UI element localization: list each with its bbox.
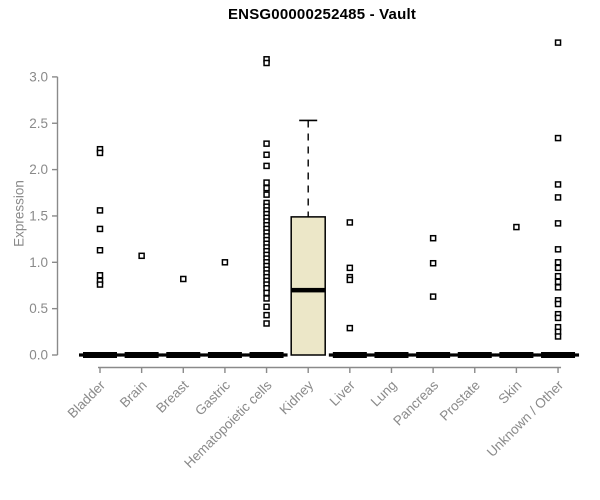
y-tick-label: 1.5 xyxy=(29,208,48,223)
outlier-point xyxy=(554,181,562,188)
outlier-point xyxy=(554,246,562,253)
outlier-point xyxy=(221,259,229,266)
outlier-point xyxy=(96,225,104,233)
outlier-point xyxy=(513,223,520,231)
box-body xyxy=(290,216,326,356)
outlier-point xyxy=(554,259,562,266)
outlier-point xyxy=(554,278,562,286)
y-tick-label: 0.0 xyxy=(29,348,48,363)
outlier-point xyxy=(263,191,270,198)
zero-bar xyxy=(499,352,534,358)
zero-bar xyxy=(166,352,201,358)
outlier-point xyxy=(429,293,437,300)
box-median-line xyxy=(291,287,326,293)
outlier-point xyxy=(346,264,354,272)
zero-bar xyxy=(374,352,409,358)
category-label: Breast xyxy=(153,377,191,415)
outlier-point xyxy=(346,324,354,332)
zero-bar xyxy=(332,352,367,358)
y-tick-label: 0.5 xyxy=(29,301,48,316)
outlier-point xyxy=(138,252,145,260)
zero-bar xyxy=(124,352,159,358)
outlier-point xyxy=(346,219,354,226)
outlier-point xyxy=(554,194,562,201)
outlier-point xyxy=(554,333,562,340)
outlier-point xyxy=(554,220,562,227)
category-label: Skin xyxy=(495,378,524,407)
category-label: Brain xyxy=(117,378,150,411)
zero-bar xyxy=(249,352,284,358)
outlier-point xyxy=(346,276,354,284)
category-label: Unknown / Other xyxy=(484,377,567,460)
outlier-point xyxy=(263,59,270,67)
y-tick-label: 2.0 xyxy=(29,162,48,177)
outlier-point xyxy=(180,275,187,283)
zero-bar xyxy=(541,352,576,358)
outlier-point xyxy=(96,207,104,214)
outlier-point xyxy=(263,162,270,170)
outlier-point xyxy=(263,303,270,311)
category-label: Kidney xyxy=(277,377,317,417)
outlier-point xyxy=(96,281,104,288)
outlier-point xyxy=(263,289,270,297)
outlier-point xyxy=(554,314,562,322)
outlier-point xyxy=(263,179,270,186)
category-label: Bladder xyxy=(65,377,109,421)
outlier-point xyxy=(263,140,270,147)
outlier-point xyxy=(554,284,562,291)
y-tick-label: 1.0 xyxy=(29,255,48,270)
zero-bar xyxy=(83,352,117,358)
outlier-point xyxy=(429,259,437,267)
outlier-point xyxy=(263,311,270,319)
zero-bar xyxy=(457,352,492,358)
outlier-point xyxy=(263,295,270,302)
outlier-point xyxy=(263,320,270,327)
outlier-point xyxy=(554,39,562,46)
chart-title: ENSG00000252485 - Vault xyxy=(227,6,417,23)
category-label: Gastric xyxy=(192,377,233,418)
category-label: Lung xyxy=(368,378,400,410)
outlier-point xyxy=(263,151,270,159)
outlier-point xyxy=(429,234,437,242)
category-label: Pancreas xyxy=(390,377,441,428)
outlier-point xyxy=(96,246,104,254)
y-tick-label: 2.5 xyxy=(29,116,48,131)
outlier-point xyxy=(96,149,104,157)
outlier-point xyxy=(554,134,562,142)
outlier-point xyxy=(554,264,562,272)
y-tick-label: 3.0 xyxy=(29,69,48,84)
category-label: Liver xyxy=(327,377,359,409)
outlier-point xyxy=(554,300,562,308)
zero-bar xyxy=(416,352,451,358)
category-label: Prostate xyxy=(437,378,483,424)
outlier-point xyxy=(554,272,562,280)
outlier-point xyxy=(263,184,270,192)
outlier-point xyxy=(96,272,104,279)
zero-bar xyxy=(207,352,242,358)
